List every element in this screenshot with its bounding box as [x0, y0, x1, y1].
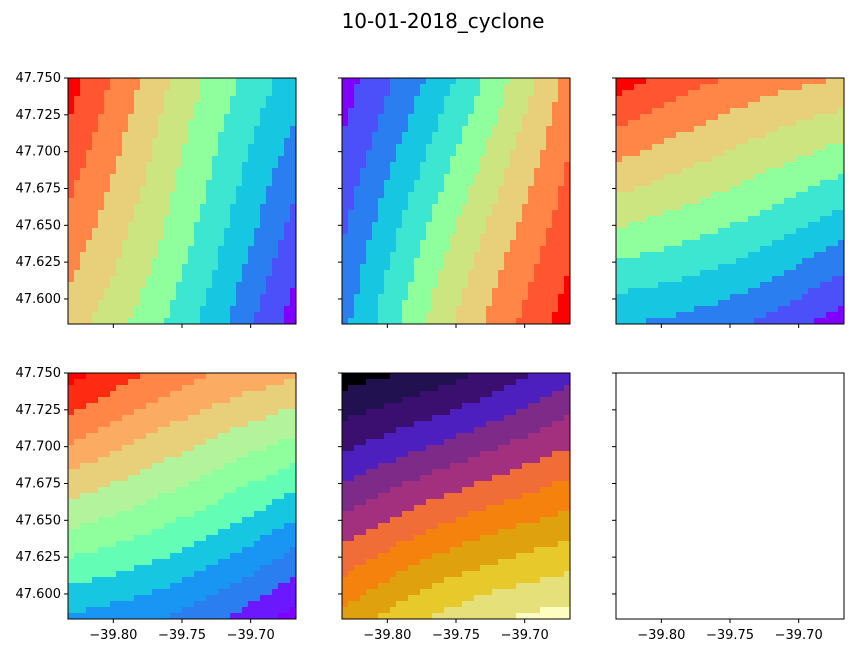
subplot-bottom-left: 47.750 47.725 47.700 47.675 47.650 47.625 47.6… [16, 366, 297, 643]
y-tick-label: 47.600 [16, 292, 62, 307]
contour-field [342, 78, 570, 324]
x-tick-label: −39.80 [637, 628, 685, 643]
y-tick-label: 47.675 [16, 181, 62, 196]
x-tick-label: −39.75 [158, 628, 206, 643]
x-tick-label: −39.75 [706, 628, 754, 643]
subplot-bottom-center: −39.80 −39.75 −39.70 [338, 372, 571, 643]
x-tick-label: −39.70 [501, 628, 549, 643]
contour-field [342, 373, 570, 619]
y-tick-label: 47.650 [16, 513, 62, 528]
x-tick-label: −39.80 [89, 628, 137, 643]
subplot-bottom-right: −39.80 −39.75 −39.70 [612, 372, 845, 643]
y-tick-label: 47.700 [16, 440, 62, 455]
contour-field [616, 78, 844, 324]
x-tick-label: −39.70 [227, 628, 275, 643]
subplot-top-center [338, 77, 571, 328]
contour-field [68, 373, 296, 619]
contour-field [68, 78, 296, 324]
y-tick-label: 47.675 [16, 476, 62, 491]
y-tick-label: 47.625 [16, 255, 62, 270]
y-tick-label: 47.600 [16, 587, 62, 602]
y-tick-label: 47.700 [16, 145, 62, 160]
y-tick-label: 47.650 [16, 218, 62, 233]
y-tick-label: 47.750 [16, 366, 62, 381]
axes-frame [615, 372, 845, 620]
panels: 47.750 47.725 47.700 47.675 47.650 47.625 47.6… [16, 71, 845, 643]
x-tick-label: −39.70 [775, 628, 823, 643]
subplot-top-right [612, 77, 845, 328]
x-tick-label: −39.75 [432, 628, 480, 643]
x-tick-label: −39.80 [363, 628, 411, 643]
y-tick-label: 47.625 [16, 550, 62, 565]
y-tick-label: 47.750 [16, 71, 62, 86]
y-tick-label: 47.725 [16, 403, 62, 418]
subplot-top-left: 47.750 47.725 47.700 47.675 47.650 47.625 47.6… [16, 71, 297, 328]
figure-title: 10-01-2018_cyclone [342, 9, 545, 33]
y-tick-label: 47.725 [16, 108, 62, 123]
